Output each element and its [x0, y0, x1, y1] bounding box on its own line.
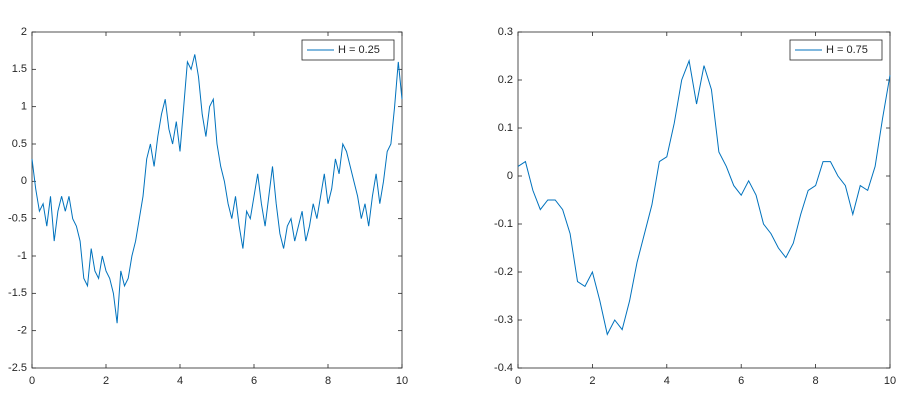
y-tick-label: 2 [21, 26, 27, 38]
x-tick-label: 10 [884, 375, 896, 387]
y-tick-label: -0.4 [494, 362, 513, 374]
legend: H = 0.25 [301, 39, 395, 61]
y-tick-label: -0.1 [494, 218, 513, 230]
y-tick-label: 0.2 [498, 74, 513, 86]
y-tick-label: -1.5 [8, 287, 27, 299]
x-tick-label: 6 [738, 375, 744, 387]
y-tick-label: -0.5 [8, 213, 27, 225]
axes-box [517, 31, 891, 369]
y-tick-label: -2 [17, 325, 27, 337]
axes: 0 2 4 6 8 10 -2.5 -2 -1.5 -1 -0.5 0 0.5 1 1.5 2 [8, 26, 408, 387]
x-tick-label: 10 [396, 375, 408, 387]
y-tick-label: 0 [507, 170, 513, 182]
x-tick-label: 6 [251, 375, 257, 387]
x-tick-label: 2 [589, 375, 595, 387]
y-tick-label: 0 [21, 175, 27, 187]
legend: H = 0.75 [789, 39, 883, 61]
x-tick-label: 0 [515, 375, 521, 387]
y-tick-label: -2.5 [8, 362, 27, 374]
x-tick-label: 2 [103, 375, 109, 387]
y-tick-label: -1 [17, 250, 27, 262]
y-tick-label: -0.3 [494, 314, 513, 326]
legend-label: H = 0.75 [826, 44, 868, 56]
axes: 0 2 4 6 8 10 -0.4 -0.3 -0.2 -0.1 0 0.1 0.2 0.3 [494, 26, 896, 387]
series-line [31, 54, 403, 324]
legend-box [789, 39, 883, 61]
axes-box [31, 31, 403, 369]
x-tick-label: 0 [29, 375, 35, 387]
y-tick-label: 1 [21, 101, 27, 113]
y-tick-label: -0.2 [494, 266, 513, 278]
legend-box [301, 39, 395, 61]
legend-label: H = 0.25 [338, 44, 380, 56]
x-tick-label: 4 [664, 375, 670, 387]
y-tick-label: 0.3 [498, 26, 513, 38]
series-line [517, 58, 891, 336]
y-tick-label: 1.5 [12, 63, 27, 75]
x-tick-label: 8 [813, 375, 819, 387]
x-tick-label: 8 [325, 375, 331, 387]
y-tick-label: 0.5 [12, 138, 27, 150]
y-tick-label: 0.1 [498, 122, 513, 134]
x-tick-label: 4 [177, 375, 183, 387]
